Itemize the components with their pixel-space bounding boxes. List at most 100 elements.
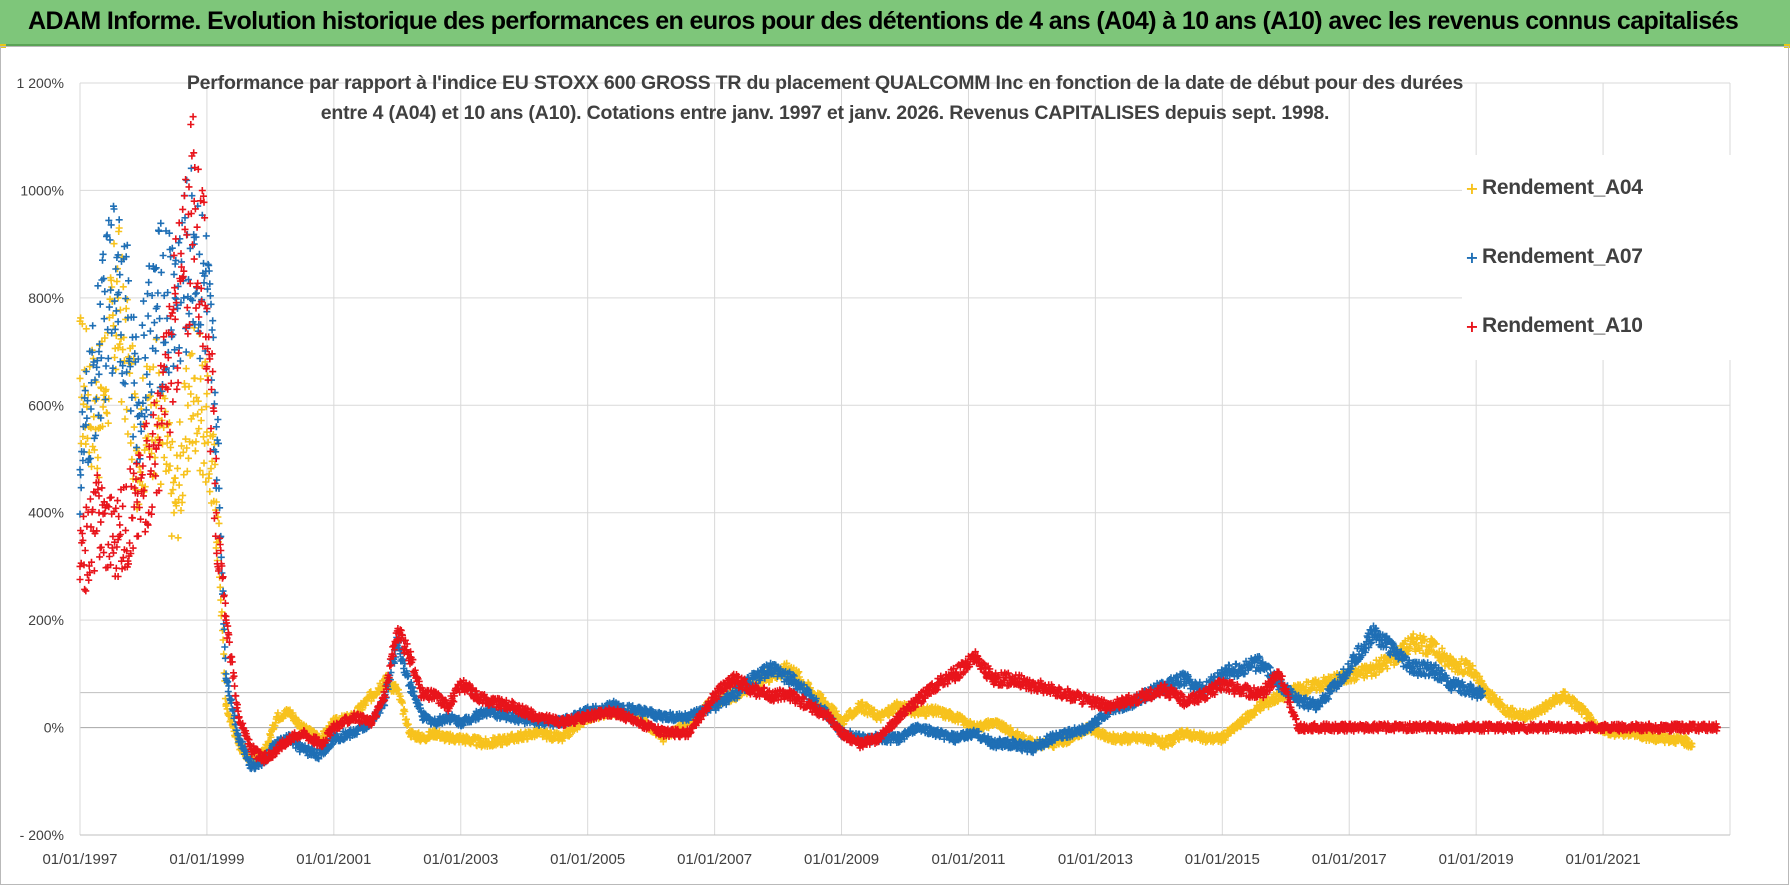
data-point: [79, 433, 87, 440]
data-point: [189, 439, 196, 447]
data-point: [215, 519, 223, 527]
data-point: [210, 400, 218, 408]
data-point: [819, 694, 827, 702]
data-point: [187, 390, 195, 398]
x-axis: 01/01/1997 01/01/1999 01/01/2001 01/01/2003…: [42, 834, 1730, 868]
y-tick-label: - 200%: [20, 827, 64, 843]
x-tick-label: 01/01/2003: [423, 851, 498, 868]
data-point: [203, 390, 211, 398]
data-point: [171, 474, 179, 482]
data-point: [182, 365, 190, 373]
data-point: [267, 733, 275, 741]
data-point: [157, 480, 165, 488]
data-point: [99, 422, 106, 430]
data-point: [160, 424, 168, 431]
data-point: [362, 701, 370, 709]
data-point: [178, 442, 185, 450]
data-point: [136, 478, 144, 485]
data-point: [182, 435, 190, 443]
data-point: [214, 513, 222, 521]
data-point: [93, 464, 101, 472]
data-point: [119, 346, 127, 354]
data-point: [127, 439, 135, 447]
data-point: [207, 465, 215, 473]
data-point: [159, 252, 167, 259]
data-point: [194, 410, 202, 418]
x-tick-label: 01/01/2007: [677, 851, 752, 868]
data-point: [76, 374, 84, 382]
data-point: [169, 486, 177, 494]
data-point: [101, 334, 109, 342]
y-tick-label: 400%: [28, 505, 64, 521]
data-point: [205, 470, 213, 478]
data-point: [191, 447, 199, 455]
data-point: [87, 424, 95, 432]
data-point: [783, 659, 791, 667]
data-point: [174, 464, 181, 472]
data-point: [202, 403, 210, 411]
data-point: [172, 502, 180, 510]
data-point: [196, 355, 204, 362]
data-point: [101, 288, 109, 296]
x-tick-label: 01/01/1997: [42, 851, 117, 868]
data-point: [185, 454, 192, 462]
y-tick-label: 200%: [28, 612, 64, 628]
data-point: [94, 454, 102, 462]
data-point: [83, 403, 91, 411]
data-point: [97, 384, 105, 392]
data-point: [176, 357, 184, 365]
data-point: [176, 418, 184, 426]
data-point: [403, 715, 410, 723]
data-point: [157, 268, 165, 276]
data-point: [146, 392, 154, 400]
y-axis: - 200%0%200%400%600%800%1000%1 200%: [17, 75, 64, 843]
data-points: [76, 113, 1721, 773]
data-point: [404, 720, 412, 728]
data-point: [197, 417, 205, 424]
data-point: [195, 250, 203, 258]
data-point: [83, 414, 91, 422]
data-point: [192, 438, 200, 446]
data-point: [166, 462, 174, 470]
data-point: [116, 306, 124, 314]
data-point: [193, 394, 200, 402]
data-point: [77, 484, 85, 492]
x-tick-label: 01/01/2005: [550, 851, 625, 868]
data-point: [99, 250, 107, 258]
y-tick-label: 1000%: [20, 182, 64, 198]
data-point: [401, 708, 409, 715]
data-point: [399, 699, 406, 707]
data-point: [218, 608, 226, 616]
data-point: [167, 253, 175, 261]
data-point: [195, 425, 203, 433]
data-point: [168, 438, 176, 446]
data-point: [197, 375, 205, 383]
data-point: [141, 354, 149, 362]
data-point: [103, 409, 111, 417]
data-point: [208, 326, 216, 334]
data-point: [146, 380, 154, 388]
x-tick-label: 01/01/2001: [296, 851, 371, 868]
data-point: [131, 350, 139, 358]
data-point: [84, 434, 91, 442]
data-point: [157, 219, 165, 227]
x-tick-label: 01/01/2015: [1185, 851, 1260, 868]
data-point: [118, 398, 125, 406]
data-point: [104, 354, 112, 362]
data-point: [221, 643, 229, 651]
data-point: [207, 300, 215, 308]
data-point: [102, 386, 110, 394]
data-point: [82, 325, 90, 333]
data-point: [128, 455, 136, 463]
data-point: [214, 416, 222, 423]
data-point: [109, 311, 117, 319]
data-point: [183, 467, 191, 475]
chart-frame: [0, 46, 1789, 885]
data-point: [170, 270, 178, 278]
data-point: [110, 322, 117, 330]
data-point: [114, 318, 122, 326]
header-banner: ADAM Informe. Evolution historique des p…: [0, 0, 1790, 46]
data-point: [132, 333, 140, 341]
data-point: [202, 478, 210, 486]
data-point: [121, 415, 129, 423]
